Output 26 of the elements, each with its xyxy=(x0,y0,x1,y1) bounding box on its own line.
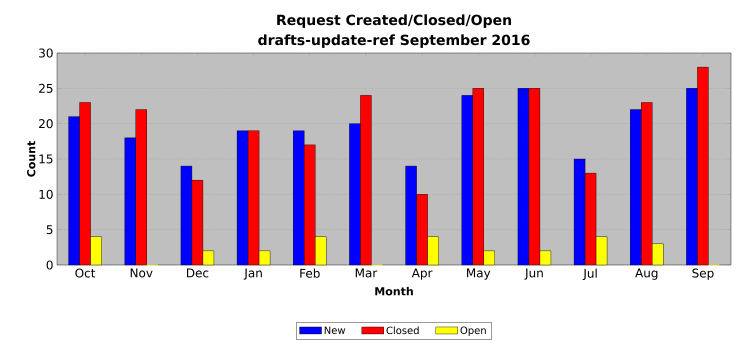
chart-title: Request Created/Closed/Open xyxy=(277,14,511,28)
x-tick-label: Jan xyxy=(244,268,262,280)
x-tick-label: Nov xyxy=(130,268,153,278)
chart-subtitle: drafts-update-ref September 2016 xyxy=(258,34,530,48)
y-tick-label: 10 xyxy=(40,190,53,199)
x-tick-label: Jun xyxy=(524,268,543,280)
x-tick-label: Sep xyxy=(692,268,714,280)
y-tick-label: 15 xyxy=(40,154,52,164)
x-tick-label: Apr xyxy=(412,268,432,280)
x-tick-label: Oct xyxy=(75,268,96,278)
y-tick-label: 25 xyxy=(39,84,52,93)
legend-label: Closed xyxy=(386,326,419,334)
y-tick-label: 0 xyxy=(46,260,53,270)
x-tick-label: Feb xyxy=(300,268,320,278)
y-tick-label: 20 xyxy=(39,119,53,128)
x-tick-label: Jul xyxy=(582,268,597,280)
legend-label: Open xyxy=(460,326,486,336)
x-tick-label: Mar xyxy=(356,268,378,278)
y-tick-label: 30 xyxy=(39,48,53,58)
x-tick-label: Dec xyxy=(186,268,208,278)
legend-label: New xyxy=(324,326,346,334)
y-axis-title: Count xyxy=(27,140,36,177)
x-tick-label: May xyxy=(467,268,490,280)
y-tick-label: 5 xyxy=(46,225,52,234)
x-tick-label: Aug xyxy=(635,268,658,280)
x-axis-title: Month xyxy=(375,286,413,296)
